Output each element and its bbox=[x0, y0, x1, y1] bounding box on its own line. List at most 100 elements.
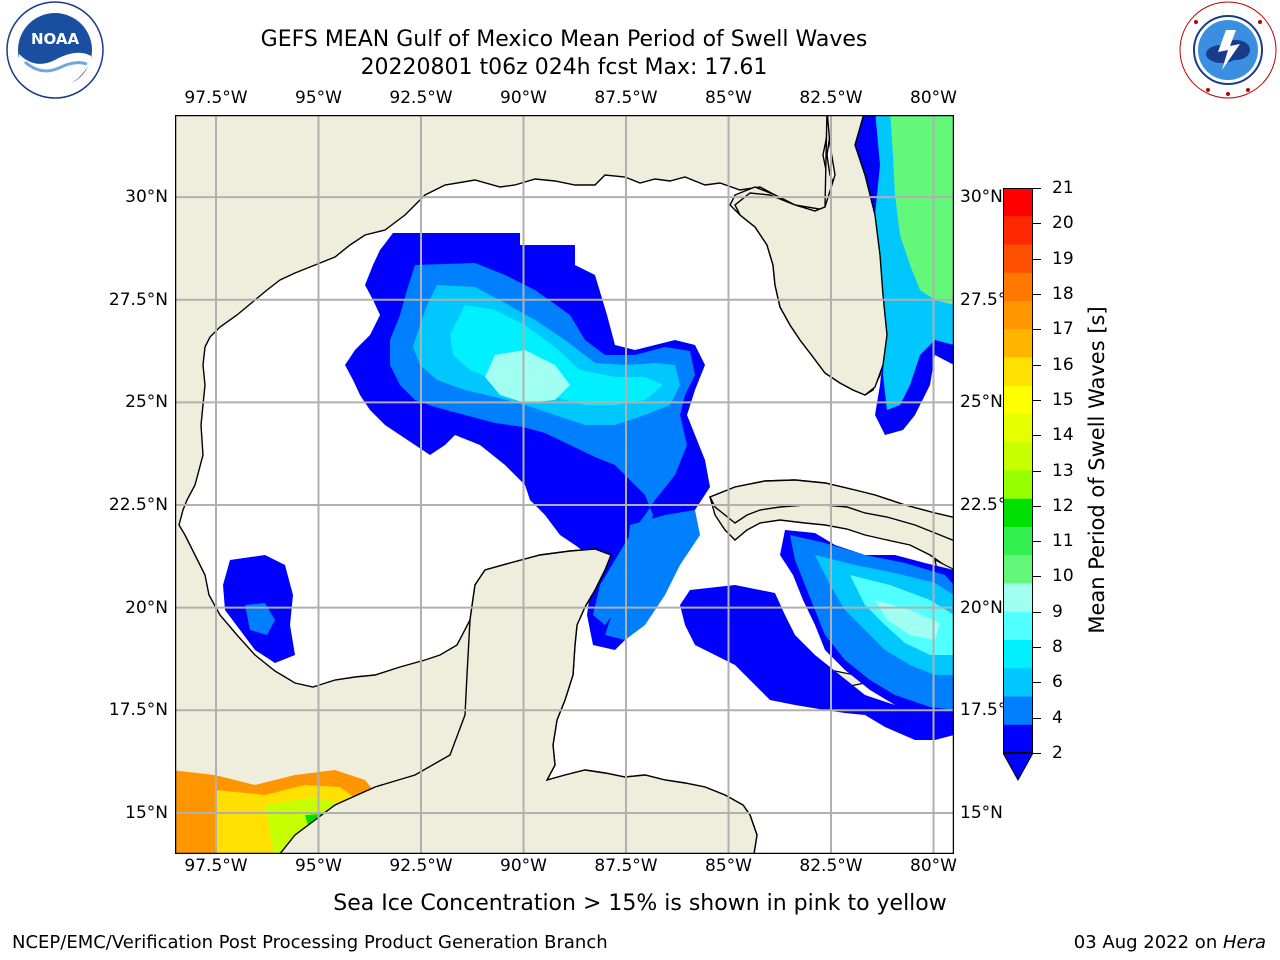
florida-land-top bbox=[734, 115, 888, 396]
noaa-logo: NOAA bbox=[5, 0, 105, 100]
graticule bbox=[175, 115, 954, 854]
colorbar-tick-label: 20 bbox=[1052, 213, 1074, 234]
colorbar-swatch bbox=[1003, 301, 1033, 330]
colorbar-swatch bbox=[1003, 555, 1033, 584]
colorbar-tick-mark bbox=[1033, 541, 1041, 543]
colorbar-tick-mark bbox=[1033, 258, 1041, 260]
nws-logo bbox=[1178, 0, 1278, 100]
colorbar-border bbox=[1003, 188, 1033, 753]
lon-label-bottom: 80°W bbox=[910, 856, 957, 876]
lat-label-left: 20°N bbox=[125, 597, 168, 618]
lat-label-right: 25°N bbox=[960, 392, 1003, 413]
lat-label-right: 30°N bbox=[960, 187, 1003, 208]
colorbar-tick-mark bbox=[1033, 611, 1041, 613]
colorbar-tick-label: 8 bbox=[1052, 637, 1063, 658]
colorbar-swatch bbox=[1003, 329, 1033, 358]
colorbar-tick-label: 2 bbox=[1052, 743, 1063, 763]
colorbar-tick-mark bbox=[1033, 435, 1041, 437]
colorbar-swatch bbox=[1003, 696, 1033, 726]
lon-label-bottom: 95°W bbox=[295, 856, 342, 876]
colorbar-tick-mark bbox=[1033, 470, 1041, 472]
lat-label-left: 27.5°N bbox=[108, 289, 168, 310]
lon-label-top: 95°W bbox=[295, 88, 342, 108]
colorbar-tick-mark bbox=[1033, 717, 1041, 719]
colorbar-tick-label: 18 bbox=[1052, 283, 1074, 304]
colorbar-tick-mark bbox=[1033, 223, 1041, 225]
lat-label-right: 20°N bbox=[960, 597, 1003, 618]
colorbar-swatch bbox=[1003, 470, 1033, 500]
colorbar-tick-label: 16 bbox=[1052, 354, 1074, 375]
lat-label-left: 25°N bbox=[125, 392, 168, 413]
cuba-land-top bbox=[709, 479, 954, 542]
colorbar-tick-mark bbox=[1033, 647, 1041, 649]
colorbar-tick-label: 10 bbox=[1052, 566, 1074, 587]
colorbar-swatch bbox=[1003, 583, 1033, 613]
map-title: GEFS MEAN Gulf of Mexico Mean Period of … bbox=[260, 27, 868, 52]
colorbar-tick-label: 14 bbox=[1052, 425, 1074, 446]
lon-label-top: 90°W bbox=[500, 88, 547, 108]
lon-label-bottom: 97.5°W bbox=[184, 856, 248, 876]
lon-label-top: 85°W bbox=[705, 88, 752, 108]
lon-label-bottom: 85°W bbox=[705, 856, 752, 876]
lon-label-bottom: 82.5°W bbox=[799, 856, 863, 876]
sea-ice-caption: Sea Ice Concentration > 15% is shown in … bbox=[333, 891, 947, 916]
colorbar-tick-mark bbox=[1033, 682, 1041, 684]
colorbar-swatch bbox=[1003, 724, 1033, 754]
gulf-of-mexico-map bbox=[174, 114, 955, 855]
colorbar-swatch bbox=[1003, 527, 1033, 556]
colorbar-swatch bbox=[1003, 385, 1033, 415]
colorbar-swatch bbox=[1003, 357, 1033, 387]
footer-host: Hera bbox=[1222, 932, 1266, 953]
colorbar-swatch bbox=[1003, 640, 1033, 669]
colorbar-tick-mark bbox=[1033, 293, 1041, 295]
lon-label-top: 82.5°W bbox=[799, 88, 863, 108]
colorbar-tick-label: 6 bbox=[1052, 672, 1063, 693]
lat-label-left: 30°N bbox=[125, 187, 168, 208]
lon-label-top: 80°W bbox=[910, 88, 957, 108]
mexico-yucatan-land bbox=[278, 548, 758, 854]
footer-branch: NCEP/EMC/Verification Post Processing Pr… bbox=[12, 932, 608, 953]
colorbar-swatch bbox=[1003, 244, 1033, 274]
colorbar-title: Mean Period of Swell Waves [s] bbox=[1085, 306, 1109, 634]
map-border bbox=[174, 114, 955, 855]
colorbar-tick-mark bbox=[1033, 505, 1041, 507]
lon-label-top: 92.5°W bbox=[389, 88, 453, 108]
colorbar-swatch bbox=[1003, 498, 1033, 528]
colorbar-tick-mark bbox=[1033, 753, 1041, 754]
colorbar-tick-mark bbox=[1033, 329, 1041, 331]
colorbar-swatch bbox=[1003, 188, 1033, 217]
lat-label-right: 15°N bbox=[960, 802, 1003, 823]
colorbar-tick-label: 19 bbox=[1052, 248, 1074, 269]
colorbar-tick-label: 17 bbox=[1052, 319, 1074, 340]
swell-period-field bbox=[175, 115, 954, 854]
footer-date: 03 Aug 2022 on Hera bbox=[1074, 932, 1266, 953]
colorbar-swatch bbox=[1003, 668, 1033, 697]
map-subtitle: 20220801 t06z 024h fcst Max: 17.61 bbox=[360, 55, 768, 80]
colorbar-tick-label: 13 bbox=[1052, 460, 1074, 481]
colorbar-swatch bbox=[1003, 442, 1033, 471]
colorbar-tick-mark bbox=[1033, 364, 1041, 366]
lon-label-top: 87.5°W bbox=[594, 88, 658, 108]
colorbar-swatch bbox=[1003, 272, 1033, 302]
colorbar-swatch bbox=[1003, 611, 1033, 641]
colorbar-tick-mark bbox=[1033, 188, 1041, 189]
noaa-logo-text: NOAA bbox=[31, 30, 80, 48]
colorbar-tick-label: 11 bbox=[1052, 531, 1074, 552]
colorbar-tick-label: 15 bbox=[1052, 389, 1074, 410]
lon-label-bottom: 90°W bbox=[500, 856, 547, 876]
footer-date-text: 03 Aug 2022 on bbox=[1073, 932, 1223, 953]
colorbar-swatch bbox=[1003, 414, 1033, 443]
map-frame bbox=[174, 114, 955, 855]
lat-label-left: 17.5°N bbox=[108, 700, 168, 721]
colorbar bbox=[1002, 188, 1034, 788]
colorbar-extend-arrow bbox=[1002, 752, 1034, 782]
colorbar-tick-label: 9 bbox=[1052, 601, 1063, 622]
lat-label-left: 22.5°N bbox=[108, 495, 168, 516]
colorbar-tick-mark bbox=[1033, 399, 1041, 401]
colorbar-swatch bbox=[1003, 216, 1033, 245]
colorbar-tick-label: 4 bbox=[1052, 707, 1063, 728]
colorbar-tick-label: 12 bbox=[1052, 495, 1074, 516]
colorbar-tick-label: 21 bbox=[1052, 178, 1074, 198]
lon-label-top: 97.5°W bbox=[184, 88, 248, 108]
colorbar-tick-mark bbox=[1033, 576, 1041, 578]
